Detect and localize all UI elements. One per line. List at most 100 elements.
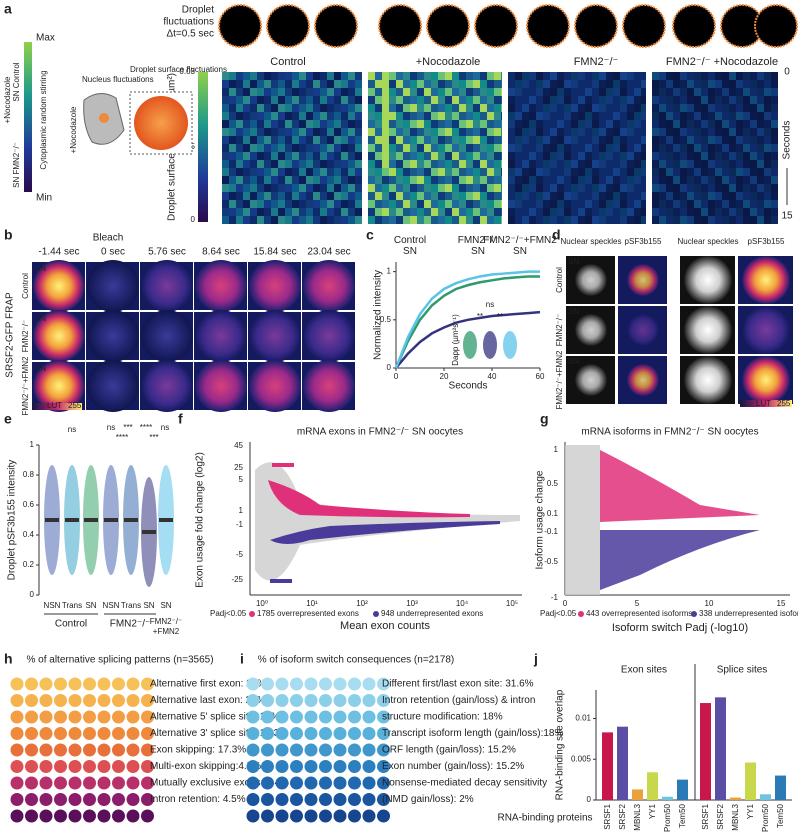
- heatmap-cell: [708, 104, 715, 112]
- heatmap-cell: [736, 160, 743, 168]
- frap-signal: [303, 260, 355, 312]
- droplet: [526, 4, 570, 48]
- heatmap-cell: [750, 144, 757, 152]
- heatmap-cell: [708, 120, 715, 128]
- heatmap-cell: [438, 144, 445, 152]
- heatmap-cell: [641, 160, 646, 168]
- heatmap-cell: [250, 136, 257, 144]
- heatmap-cell: [722, 192, 729, 200]
- heatmap-cell: [722, 168, 729, 176]
- heatmap-cell: [341, 144, 348, 152]
- waffle-dot: [141, 677, 154, 691]
- heatmap-cell: [452, 200, 459, 208]
- heatmap-cell: [585, 136, 592, 144]
- heatmap-cell: [424, 72, 431, 80]
- heatmap-cell: [229, 216, 236, 224]
- frap-signal: [195, 260, 247, 312]
- bar: [700, 703, 711, 800]
- droplet: [622, 4, 666, 48]
- heatmap-cell: [501, 200, 502, 208]
- heatmap-cell: [445, 104, 452, 112]
- heatmap-cell: [389, 184, 396, 192]
- heatmap-cell: [327, 112, 334, 120]
- heatmap-cell: [264, 200, 271, 208]
- heatmap-cell: [306, 168, 313, 176]
- heatmap-cell: [257, 184, 264, 192]
- heatmap-cell: [571, 128, 578, 136]
- panel-label: h: [4, 651, 13, 667]
- x-tick-label: Tem50: [678, 803, 687, 828]
- waffle-dot: [126, 793, 140, 806]
- heatmap-cell: [694, 96, 701, 104]
- heatmap-cell: [666, 136, 673, 144]
- heatmap-cell: [550, 160, 557, 168]
- waffle-dot: [141, 694, 154, 707]
- heatmap-cell: [599, 136, 606, 144]
- heatmap-cell: [264, 96, 271, 104]
- heatmap-cell: [634, 192, 641, 200]
- heatmap-cell: [771, 96, 778, 104]
- droplet: [426, 4, 470, 48]
- heatmap-cell: [571, 168, 578, 176]
- heatmap-cell: [299, 96, 306, 104]
- waffle-dot: [112, 710, 125, 724]
- heatmap-cell: [501, 168, 502, 176]
- heatmap-cell: [680, 128, 687, 136]
- heatmap-cell: [606, 96, 613, 104]
- y-tick-label: 45: [234, 441, 243, 450]
- heatmap-cell: [543, 136, 550, 144]
- heatmap-cell: [757, 192, 764, 200]
- heatmap-cell: [508, 216, 515, 224]
- heatmap-cell: [550, 104, 557, 112]
- y-tick-label: -5: [236, 550, 244, 559]
- y-tick-label: 1: [30, 440, 35, 449]
- heatmap-cell: [680, 168, 687, 176]
- heatmap-cell: [320, 96, 327, 104]
- heatmap-cell: [396, 184, 403, 192]
- heatmap-cell: [599, 168, 606, 176]
- heatmap-cell: [389, 168, 396, 176]
- heatmap-cell: [771, 104, 778, 112]
- heatmap-cell: [278, 216, 285, 224]
- heatmap-cell: [389, 200, 396, 208]
- waffle-dot: [377, 776, 390, 790]
- heatmap-cell: [522, 216, 529, 224]
- sn-label: SN: [568, 257, 579, 266]
- y-tick-label: 0.5: [380, 315, 392, 324]
- heatmap-cell: [701, 80, 708, 88]
- heatmap-cell: [355, 136, 362, 144]
- waffle-dot: [112, 694, 125, 707]
- heatmap-cell: [424, 88, 431, 96]
- heatmap-cell: [236, 160, 243, 168]
- heatmap-cell: [306, 208, 313, 216]
- heatmap-cell: [494, 216, 501, 224]
- waffle-dot: [39, 793, 53, 806]
- x-tick-label: 60: [536, 372, 545, 381]
- heatmap-cell: [348, 208, 355, 216]
- heatmap-cell: [536, 192, 543, 200]
- scale-mark: SN Control: [12, 62, 21, 101]
- micrograph-signal: [575, 264, 607, 296]
- heatmap-cell: [410, 184, 417, 192]
- heatmap-cell: [410, 96, 417, 104]
- series-line: [395, 310, 541, 369]
- heatmap-cell: [627, 104, 634, 112]
- waffle-dot: [377, 677, 390, 691]
- heatmap-cell: [550, 88, 557, 96]
- heatmap-cell: [515, 96, 522, 104]
- heatmap-cell: [687, 184, 694, 192]
- heatmap-cell: [652, 208, 659, 216]
- droplet: [378, 4, 422, 48]
- heatmap-cell: [417, 144, 424, 152]
- heatmap-cell: [396, 160, 403, 168]
- heatmap-cell: [431, 192, 438, 200]
- icon-label: Droplet surface fluctuations: [130, 65, 227, 74]
- waffle-dot: [362, 727, 376, 740]
- heatmap-cell: [571, 216, 578, 224]
- waffle-dot: [83, 694, 96, 707]
- heatmap-cell: [473, 88, 480, 96]
- waffle-dot: [348, 776, 361, 790]
- heatmap-cell: [285, 184, 292, 192]
- heatmap-colorbar: [198, 72, 208, 222]
- waffle-dot: [246, 727, 260, 740]
